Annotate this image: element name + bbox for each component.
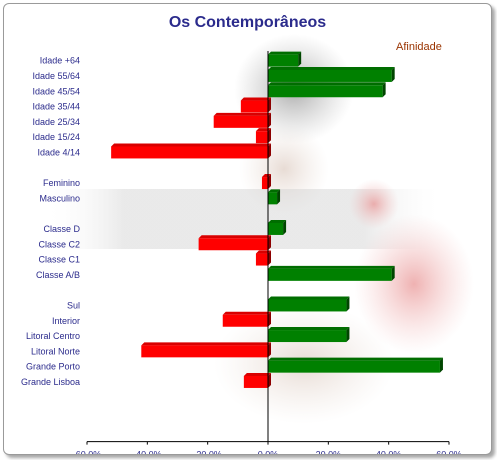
bar [261, 174, 271, 190]
category-label: Classe C2 [38, 239, 80, 249]
x-tick-label: 60.0% [436, 450, 462, 454]
bar [268, 189, 281, 205]
category-label: Litoral Centro [26, 331, 80, 341]
x-tick-label: 20.0% [316, 450, 342, 454]
bar [268, 219, 287, 235]
bar [240, 97, 271, 113]
bar [213, 112, 271, 128]
x-tick-label: -60.0% [73, 450, 102, 454]
bar [111, 143, 271, 159]
category-label: Idade 35/44 [32, 102, 80, 112]
x-tick-label: 40.0% [376, 450, 402, 454]
category-label: Idade +64 [40, 56, 80, 66]
legend-entry: Afinidade [396, 41, 442, 53]
category-label: Classe D [43, 224, 80, 234]
x-tick-label: -20.0% [193, 450, 222, 454]
bar [268, 51, 302, 67]
bar [243, 372, 271, 388]
category-label: Interior [52, 316, 80, 326]
bar [268, 327, 350, 343]
category-label: Classe A/B [36, 270, 80, 280]
x-tick-label: 0.0% [258, 450, 279, 454]
bar [268, 66, 395, 82]
bar [268, 357, 443, 373]
bar [268, 296, 350, 312]
bar [198, 235, 271, 251]
category-label: Classe C1 [38, 255, 80, 265]
chart-title: Os Contemporâneos [168, 14, 327, 31]
bar [255, 250, 271, 266]
bar [222, 311, 271, 327]
bar [141, 342, 271, 358]
x-tick-label: -40.0% [133, 450, 162, 454]
category-label: Masculino [39, 193, 80, 203]
bar [268, 82, 386, 98]
bar [255, 128, 271, 144]
category-label: Idade 55/64 [32, 71, 80, 81]
category-label: Grande Lisboa [21, 377, 80, 387]
chart-frame: Os Contemporâneos Afinidade Idade +64 Ida… [3, 3, 492, 455]
category-label: Grande Porto [26, 362, 80, 372]
category-label: Idade 25/34 [32, 117, 80, 127]
category-label: Idade 15/24 [32, 132, 80, 142]
bar [268, 265, 395, 281]
bar-chart-plot: Idade +64 Idade 55/64 Idade 45/54 Idade 35/… [21, 51, 462, 454]
category-label: Feminino [43, 178, 80, 188]
category-label: Litoral Norte [31, 346, 80, 356]
category-label: Idade 4/14 [37, 147, 80, 157]
category-label: Sul [67, 300, 80, 310]
category-label: Idade 45/54 [32, 86, 80, 96]
